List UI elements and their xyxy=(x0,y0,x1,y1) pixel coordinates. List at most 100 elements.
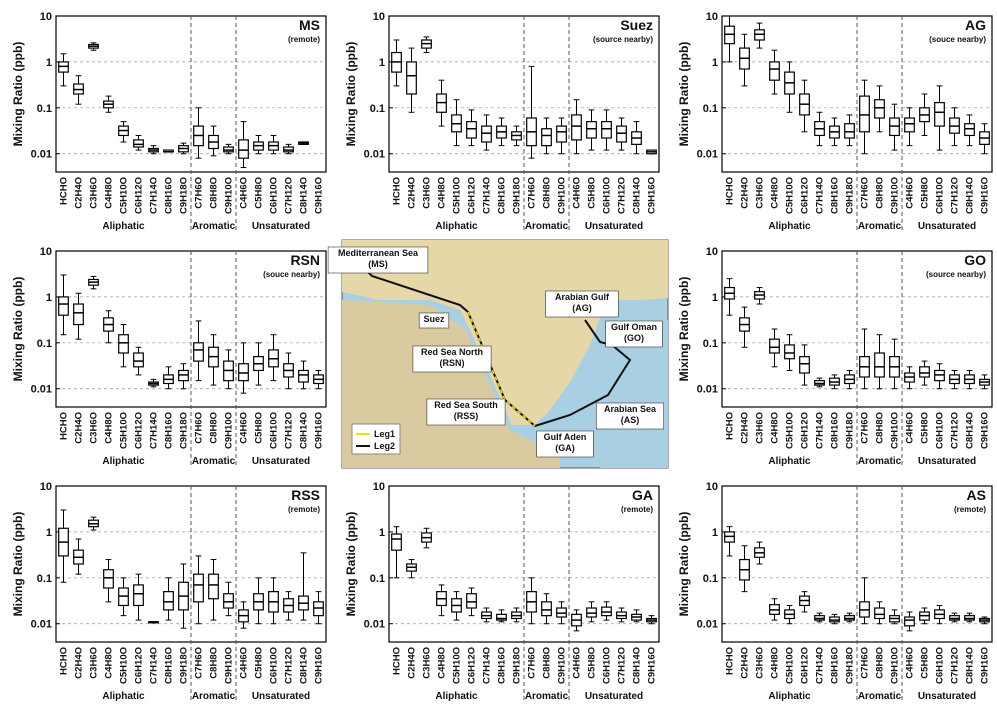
panel-title: RSS xyxy=(291,487,320,503)
x-tick-label: C8H16O xyxy=(497,647,508,684)
x-tick-label: C9H16O xyxy=(980,412,991,449)
panel-title: Suez xyxy=(620,17,653,33)
x-tick-label: C6H10O xyxy=(602,177,613,214)
x-tick-label: C9H18O xyxy=(179,647,190,684)
box xyxy=(875,100,885,118)
y-tick-label: 1 xyxy=(712,527,718,539)
map-label: Arabian Sea xyxy=(604,404,657,414)
x-tick-label: C8H16O xyxy=(830,647,841,684)
box xyxy=(587,122,597,138)
box xyxy=(542,602,552,616)
group-label: Unsaturated xyxy=(918,691,976,702)
y-tick-label: 10 xyxy=(706,481,718,493)
group-label: Aliphatic xyxy=(768,221,811,232)
x-tick-label: C7H12O xyxy=(284,177,295,214)
y-tick-label: 1 xyxy=(379,527,385,539)
x-tick-label: C4H6O xyxy=(239,647,250,679)
x-tick-label: C8H14O xyxy=(632,647,643,684)
x-tick-label: C4H6O xyxy=(905,412,916,444)
map-label: Gulf Oman xyxy=(611,322,657,332)
panel-title: RSN xyxy=(290,252,320,268)
x-tick-label: C6H12O xyxy=(467,177,478,214)
y-tick-label: 0.01 xyxy=(31,149,52,161)
y-axis-label: Mixing Ratio (ppb) xyxy=(677,512,691,617)
x-tick-label: HCHO xyxy=(392,647,403,675)
box xyxy=(845,124,855,138)
x-tick-label: C9H10O xyxy=(557,647,568,684)
x-tick-label: C3H6O xyxy=(89,177,100,209)
box xyxy=(800,357,810,373)
box xyxy=(572,115,582,140)
x-tick-label: C3H6O xyxy=(422,177,433,209)
x-tick-label: C5H8O xyxy=(920,177,931,209)
x-tick-label: C4H8O xyxy=(104,412,115,444)
y-tick-label: 10 xyxy=(40,246,52,258)
group-label: Aromatic xyxy=(192,221,236,232)
x-tick-label: C6H10O xyxy=(269,177,280,214)
x-tick-label: C7H14O xyxy=(815,647,826,684)
x-tick-label: C8H14O xyxy=(299,177,310,214)
x-tick-label: C9H18O xyxy=(845,177,856,214)
x-tick-label: C2H4O xyxy=(74,647,85,679)
map-label: Red Sea North xyxy=(421,347,483,357)
x-tick-label: C6H12O xyxy=(134,412,145,449)
group-label: Aromatic xyxy=(525,221,569,232)
x-tick-label: C3H6O xyxy=(422,647,433,679)
y-tick-label: 1 xyxy=(46,527,52,539)
box xyxy=(239,364,249,381)
map-label: (RSN) xyxy=(440,358,465,368)
x-tick-label: C7H12O xyxy=(950,177,961,214)
x-tick-label: C4H8O xyxy=(104,647,115,679)
x-tick-label: C8H8O xyxy=(209,177,220,209)
map-label: (RSS) xyxy=(454,411,479,421)
y-tick-label: 0.1 xyxy=(703,573,718,585)
x-tick-label: C5H10O xyxy=(119,647,130,684)
y-tick-label: 0.1 xyxy=(37,338,52,350)
panel-subtitle: (souce nearby) xyxy=(263,270,320,279)
y-tick-label: 0.1 xyxy=(370,573,385,585)
box xyxy=(770,339,780,353)
panel-title: MS xyxy=(299,17,320,33)
x-tick-label: C7H14O xyxy=(815,177,826,214)
box xyxy=(194,574,204,602)
x-tick-label: C9H16O xyxy=(980,647,991,684)
y-tick-label: 10 xyxy=(40,481,52,493)
x-tick-label: C4H6O xyxy=(239,412,250,444)
x-tick-label: C8H14O xyxy=(965,647,976,684)
y-axis-label: Mixing Ratio (ppb) xyxy=(677,42,691,147)
x-tick-label: C4H8O xyxy=(770,412,781,444)
group-label: Aliphatic xyxy=(435,691,478,702)
group-label: Unsaturated xyxy=(918,221,976,232)
x-tick-label: C8H8O xyxy=(875,177,886,209)
x-tick-label: C7H14O xyxy=(149,412,160,449)
x-tick-label: C9H18O xyxy=(845,412,856,449)
x-tick-label: C9H16O xyxy=(980,177,991,214)
y-tick-label: 1 xyxy=(712,57,718,69)
x-tick-label: C4H6O xyxy=(239,177,250,209)
box xyxy=(905,617,915,626)
x-tick-label: HCHO xyxy=(725,412,736,440)
x-tick-label: C5H8O xyxy=(587,647,598,679)
x-tick-label: C8H14O xyxy=(965,177,976,214)
x-tick-label: C6H10O xyxy=(269,647,280,684)
box xyxy=(74,304,84,325)
panel-title: GA xyxy=(632,487,653,503)
x-tick-label: C3H6O xyxy=(755,647,766,679)
y-tick-label: 0.1 xyxy=(37,103,52,115)
x-tick-label: C7H6O xyxy=(194,647,205,679)
box xyxy=(104,570,114,588)
x-tick-label: C5H10O xyxy=(785,412,796,449)
y-tick-label: 0.1 xyxy=(703,103,718,115)
y-tick-label: 10 xyxy=(373,481,385,493)
x-tick-label: C9H16O xyxy=(314,177,325,214)
group-label: Aromatic xyxy=(858,691,902,702)
map-label: (GO) xyxy=(624,333,644,343)
x-tick-label: C2H4O xyxy=(740,177,751,209)
x-tick-label: C7H6O xyxy=(860,412,871,444)
box xyxy=(134,585,144,606)
box xyxy=(860,96,870,132)
box xyxy=(557,126,567,142)
x-tick-label: C8H14O xyxy=(632,177,643,214)
x-tick-label: C2H4O xyxy=(740,412,751,444)
x-tick-label: C3H6O xyxy=(755,412,766,444)
